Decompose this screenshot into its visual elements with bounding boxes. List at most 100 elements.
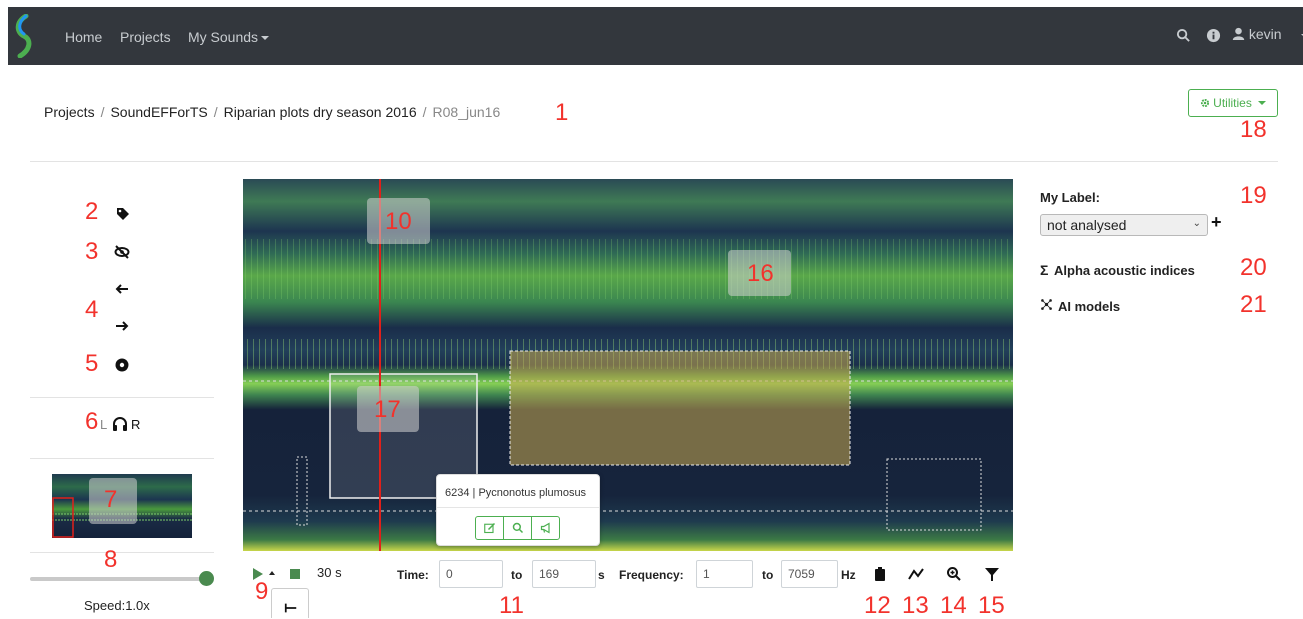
zoom-tag-button[interactable] xyxy=(503,516,532,540)
gear-icon xyxy=(1201,98,1210,108)
speed-label: Speed:1.0x xyxy=(84,598,150,613)
chevron-up-icon[interactable] xyxy=(269,571,275,575)
tag-box-small[interactable] xyxy=(886,458,982,531)
annotation-6: 6 xyxy=(85,408,99,435)
frequency-to-label: to xyxy=(762,568,774,582)
tag-box-small[interactable] xyxy=(296,456,308,526)
annotation-10-box xyxy=(367,198,430,244)
chart-line-icon[interactable] xyxy=(908,566,924,582)
utilities-button[interactable]: Utilities xyxy=(1188,89,1278,117)
sigma-icon: Σ xyxy=(1040,262,1049,278)
selected-region[interactable] xyxy=(509,350,851,466)
duration-label: 30 s xyxy=(317,565,342,580)
navbar: Home Projects My Sounds kevin xyxy=(8,7,1303,65)
tag-icon[interactable] xyxy=(115,206,131,222)
user-name: kevin xyxy=(1248,26,1282,42)
breadcrumb-collection[interactable]: Riparian plots dry season 2016 xyxy=(223,104,417,120)
chevron-down-icon: ⌄ xyxy=(1192,218,1201,229)
spectrogram[interactable] xyxy=(243,179,1013,551)
annotation-3: 3 xyxy=(85,238,99,265)
record-icon[interactable] xyxy=(114,357,130,373)
annotation-7-box xyxy=(89,478,137,524)
edit-icon xyxy=(483,522,495,534)
breadcrumb-project[interactable]: SoundEFForTS xyxy=(110,104,208,120)
frequency-label: Frequency: xyxy=(619,568,684,582)
network-icon xyxy=(1041,299,1052,310)
annotation-19: 19 xyxy=(1240,182,1267,209)
call-tag-button[interactable] xyxy=(531,516,560,540)
time-unit: s xyxy=(598,568,605,582)
user-icon xyxy=(1232,27,1245,40)
skip-to-start-icon xyxy=(284,603,297,613)
nav-my-sounds-label: My Sounds xyxy=(188,29,259,45)
annotation-2: 2 xyxy=(85,198,99,225)
stop-icon[interactable] xyxy=(287,566,303,582)
nav-projects[interactable]: Projects xyxy=(120,29,171,45)
tag-popup-title: 6234 | Pycnonotus plumosus xyxy=(445,487,587,499)
arrow-right-icon[interactable] xyxy=(114,318,130,334)
utilities-label: Utilities xyxy=(1213,96,1252,110)
eye-slash-icon[interactable] xyxy=(114,244,130,260)
annotation-8: 8 xyxy=(104,546,118,573)
filter-icon[interactable] xyxy=(984,566,1000,582)
annotation-9: 9 xyxy=(255,578,269,605)
ai-models-link[interactable]: AI models xyxy=(1058,299,1121,314)
frequency-unit: Hz xyxy=(841,568,856,582)
zoom-icon[interactable] xyxy=(946,566,962,582)
nav-home[interactable]: Home xyxy=(65,29,103,45)
annotation-18: 18 xyxy=(1240,116,1267,143)
alpha-indices-link[interactable]: Alpha acoustic indices xyxy=(1054,263,1195,278)
channel-right[interactable]: R xyxy=(131,417,141,432)
tag-popup: 6234 | Pycnonotus plumosus xyxy=(436,474,600,546)
annotation-20: 20 xyxy=(1240,254,1267,281)
info-icon[interactable] xyxy=(1206,28,1221,43)
sidebar-divider xyxy=(30,458,214,459)
frequency-from-input[interactable]: 1 xyxy=(696,560,753,588)
search-icon xyxy=(512,522,523,534)
speed-slider-thumb[interactable] xyxy=(199,571,214,586)
clipboard-icon[interactable] xyxy=(872,566,888,582)
breadcrumb: Projects / SoundEFForTS / Riparian plots dry… xyxy=(44,104,501,120)
edit-tag-button[interactable] xyxy=(475,516,504,540)
app-logo-icon[interactable] xyxy=(12,14,36,58)
annotation-14: 14 xyxy=(940,592,967,619)
annotation-12: 12 xyxy=(864,592,891,619)
annotation-15: 15 xyxy=(978,592,1005,619)
headphones-icon[interactable] xyxy=(112,416,128,432)
time-to-input[interactable]: 169 xyxy=(532,560,596,588)
playback-mode-dropdown[interactable] xyxy=(271,588,309,618)
add-label-button[interactable]: + xyxy=(1211,212,1222,232)
speed-slider-track[interactable] xyxy=(30,577,208,581)
annotation-21: 21 xyxy=(1240,291,1267,318)
label-select[interactable]: not analysed ⌄ xyxy=(1040,214,1208,236)
sidebar-divider xyxy=(30,552,214,553)
annotation-1: 1 xyxy=(555,99,569,126)
channel-left[interactable]: L xyxy=(100,417,108,432)
chevron-down-icon xyxy=(1301,34,1303,38)
breadcrumb-current: R08_jun16 xyxy=(432,104,501,120)
sidebar-divider xyxy=(30,397,214,398)
label-select-value: not analysed xyxy=(1047,217,1127,233)
annotation-7: 7 xyxy=(104,486,118,513)
chevron-down-icon xyxy=(1257,101,1266,105)
annotation-16: 16 xyxy=(747,260,774,287)
annotation-17-box xyxy=(357,386,419,432)
annotation-11: 11 xyxy=(499,592,524,619)
time-label: Time: xyxy=(397,568,429,582)
frequency-to-input[interactable]: 7059 xyxy=(781,560,838,588)
chevron-down-icon xyxy=(261,36,270,41)
annotation-5: 5 xyxy=(85,350,99,377)
play-icon[interactable] xyxy=(250,566,266,582)
annotation-4: 4 xyxy=(85,296,99,323)
annotation-13: 13 xyxy=(902,592,929,619)
annotation-16-box xyxy=(728,250,791,296)
user-menu[interactable]: kevin xyxy=(1232,26,1282,42)
arrow-left-icon[interactable] xyxy=(114,281,130,297)
nav-my-sounds[interactable]: My Sounds xyxy=(188,29,270,45)
header-divider xyxy=(30,161,1278,162)
breadcrumb-projects[interactable]: Projects xyxy=(44,104,95,120)
annotation-17: 17 xyxy=(374,396,401,423)
time-from-input[interactable]: 0 xyxy=(439,560,503,588)
search-icon[interactable] xyxy=(1176,28,1191,43)
bullhorn-icon xyxy=(540,522,550,534)
